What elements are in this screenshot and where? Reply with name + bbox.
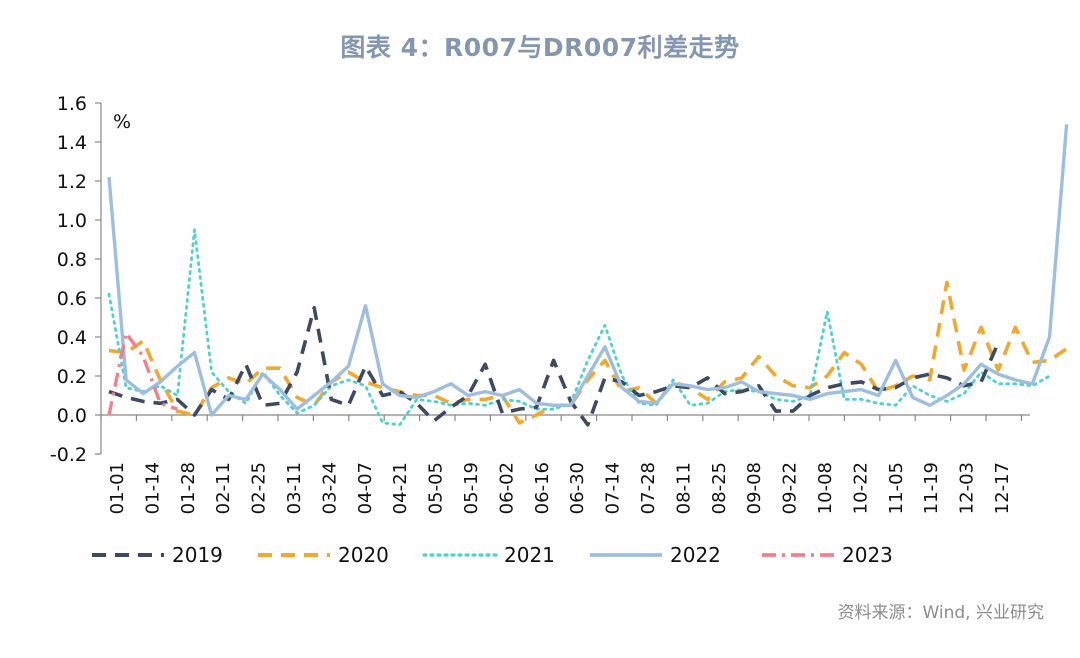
x-tick-label: 08-25 [709,462,730,514]
x-tick-label: 11-05 [886,462,907,514]
x-tick-label: 01-14 [142,462,163,514]
x-tick-label: 06-02 [496,462,517,514]
x-tick-label: 08-11 [673,462,694,514]
legend-label-2021: 2021 [504,543,555,567]
y-tick-label: 1.2 [57,171,87,193]
series-line-2020 [108,280,1068,425]
x-tick-label: 10-08 [815,462,836,514]
x-tick-label: 02-11 [213,462,234,514]
legend-label-2019: 2019 [172,543,223,567]
x-tick-label: 04-21 [390,462,411,514]
x-tick-label: 11-19 [921,462,942,514]
series-line-2019 [108,305,1000,427]
y-tick-label: 1.4 [57,132,87,154]
x-tick-label: 01-28 [178,462,199,514]
series-lines [107,124,1069,427]
y-axis-ticks: -0.2 0.0 0.2 0.4 0.6 0.8 1.0 1.2 1.4 1.6 [50,93,101,466]
series-line-2022 [107,124,1069,417]
y-tick-label: 0.0 [57,405,87,427]
y-tick-label: 1.0 [57,210,87,232]
y-axis-unit: % [113,111,131,133]
x-tick-label: 06-30 [567,462,588,514]
y-tick-label: 0.6 [57,288,87,310]
x-tick-label: 05-19 [461,462,482,514]
x-tick-label: 12-17 [992,462,1013,514]
x-tick-label: 02-25 [249,462,270,514]
x-tick-label: 12-03 [957,462,978,514]
x-axis-ticks: 01-01 01-14 01-28 02-11 02-25 03-11 03-24 04-07… [100,415,1023,514]
x-tick-label: 10-22 [850,462,871,514]
y-tick-label: 0.2 [57,366,87,388]
y-tick-label: 1.6 [57,93,87,115]
x-tick-label: 09-22 [780,462,801,514]
x-tick-label: 07-14 [603,462,624,514]
legend-label-2023: 2023 [842,543,893,567]
x-tick-label: 06-16 [532,462,553,514]
y-tick-label: -0.2 [50,444,87,466]
x-tick-label: 05-05 [426,462,447,514]
x-tick-label: 03-24 [319,462,340,514]
chart-title: 图表 4：R007与DR007利差走势 [340,33,740,62]
legend-label-2020: 2020 [338,543,389,567]
x-tick-label: 07-28 [638,462,659,514]
y-tick-label: 0.8 [57,249,87,271]
legend: 2019 2020 2021 2022 2023 [92,543,893,567]
legend-label-2022: 2022 [670,543,721,567]
source-note: 资料来源：Wind, 兴业研究 [837,603,1044,623]
x-tick-label: 01-01 [107,462,128,514]
x-tick-label: 03-11 [284,462,305,514]
axes [100,103,1030,454]
y-tick-label: 0.4 [57,327,87,349]
x-tick-label: 09-08 [744,462,765,514]
x-tick-label: 04-07 [355,462,376,514]
